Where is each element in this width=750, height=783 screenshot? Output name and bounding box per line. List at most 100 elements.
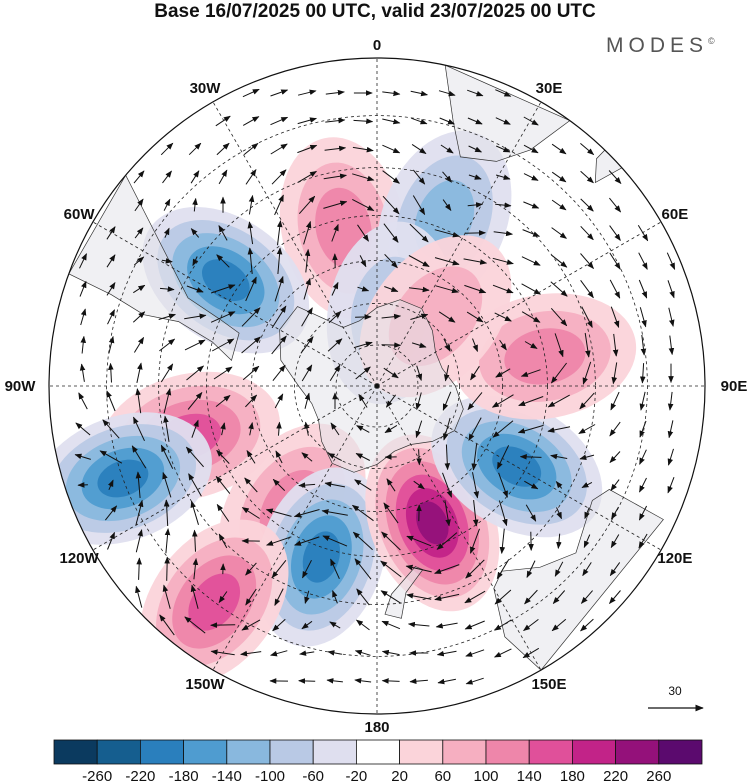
wind-vector (163, 227, 170, 238)
wind-vector (436, 532, 458, 550)
wind-vector (556, 507, 562, 520)
wind-vector (608, 170, 622, 185)
anomaly-contour (416, 501, 449, 545)
wind-vector (80, 308, 87, 326)
reference-vector: 30 (648, 684, 704, 712)
colorbar-swatch (96, 739, 141, 765)
wind-vector (192, 256, 199, 267)
anomaly-center (142, 206, 310, 354)
wind-vector (638, 505, 648, 521)
wind-vector (245, 276, 257, 302)
wind-vector (159, 338, 176, 352)
wind-vector (301, 620, 313, 630)
wind-vector (135, 585, 143, 608)
wind-vector (467, 89, 484, 97)
wind-vector (79, 253, 87, 269)
longitude-label: 120W (60, 550, 100, 567)
wind-vector (216, 142, 230, 156)
longitude-label: 0 (373, 37, 381, 54)
wind-vector (550, 281, 568, 297)
wind-vector (380, 590, 402, 604)
wind-vector (495, 117, 511, 125)
wind-vector (329, 621, 341, 629)
colorbar: -260 -220 -180 -140 -100 -60 -20 20 60 100 140 180 2… (53, 739, 703, 783)
wind-vector (163, 388, 172, 414)
wind-vector (216, 449, 230, 464)
wind-vector (381, 313, 402, 320)
wind-vector (186, 285, 204, 293)
wind-vector (492, 257, 514, 265)
wind-vector (134, 198, 144, 212)
anomaly-center (139, 519, 289, 685)
wind-vector (495, 89, 512, 97)
wind-vector (245, 562, 257, 576)
wind-vector (190, 500, 199, 525)
wind-vector (523, 116, 539, 126)
wind-vector (355, 366, 371, 380)
wind-vector (300, 336, 314, 354)
wind-vector (667, 420, 674, 439)
wind-vector (494, 619, 512, 631)
wind-vector (584, 332, 591, 358)
wind-vector (499, 339, 507, 351)
wind-vector (105, 505, 118, 521)
wind-vector (216, 254, 230, 268)
wind-vector (184, 313, 207, 320)
wind-vector (330, 558, 340, 580)
wind-vector (132, 311, 146, 323)
wind-vector (272, 478, 286, 491)
wind-vector (493, 230, 513, 237)
wind-vector (74, 453, 91, 460)
wind-vector (131, 445, 147, 469)
wind-vector (578, 424, 596, 434)
wind-vector (160, 363, 174, 383)
wind-vector (326, 678, 343, 684)
wind-vector (133, 336, 145, 353)
wind-vector (382, 144, 401, 154)
wind-vector (271, 169, 287, 185)
wind-vector (495, 202, 512, 208)
wind-vector (187, 391, 203, 410)
wind-vector (435, 622, 458, 629)
wind-vector (464, 284, 487, 294)
wind-vector (434, 229, 460, 238)
wind-vector (466, 311, 484, 323)
wind-vector (163, 499, 170, 527)
wind-vector (192, 558, 199, 580)
meridian (92, 221, 378, 387)
wind-vector (667, 391, 674, 411)
meridian (212, 385, 378, 671)
wind-vector (241, 507, 260, 519)
wind-vector (321, 509, 348, 516)
wind-vector (301, 452, 313, 462)
wind-vector (356, 588, 370, 606)
wind-vector (106, 282, 116, 296)
wind-vector (412, 169, 426, 185)
wind-vector (667, 477, 675, 494)
graticule (49, 58, 705, 714)
wind-vector (298, 678, 316, 684)
wind-vector (304, 248, 311, 273)
wind-vector (191, 529, 198, 552)
wind-vector (215, 475, 231, 494)
wind-vector (299, 650, 315, 656)
wind-vector (465, 649, 485, 657)
wind-vector (381, 342, 402, 348)
wind-vector (411, 143, 427, 155)
wind-vector (297, 144, 318, 154)
wind-vector (108, 479, 114, 491)
wind-vector (409, 678, 428, 684)
wind-vector (521, 311, 541, 323)
wind-vector (108, 335, 115, 354)
wind-vector (158, 313, 176, 320)
wind-vector (161, 258, 173, 264)
wind-vector (442, 472, 452, 498)
wind-vector (218, 533, 228, 549)
longitude-label: 30W (190, 80, 222, 97)
wind-vector (190, 228, 200, 238)
wind-vector (331, 223, 339, 242)
wind-vector (550, 254, 568, 268)
wind-vector (241, 307, 261, 327)
wind-vector (472, 472, 480, 499)
colorbar-tick: -20 (346, 768, 368, 783)
